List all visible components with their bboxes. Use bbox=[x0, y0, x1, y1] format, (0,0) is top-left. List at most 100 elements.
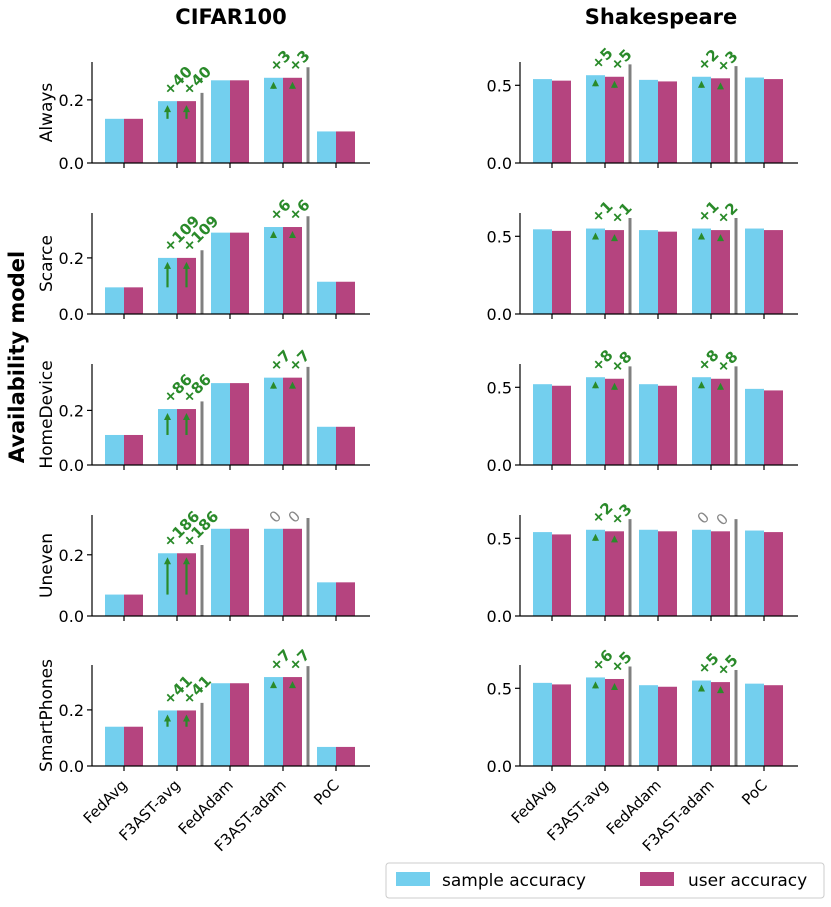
y-tick-label: 0.0 bbox=[59, 456, 84, 475]
improvement-arrow-head bbox=[592, 681, 599, 689]
bar-sample-fedavg bbox=[533, 682, 552, 766]
legend-frame bbox=[385, 862, 825, 899]
bar-user-fedavg bbox=[124, 726, 143, 766]
bar-user-fedavg bbox=[552, 534, 571, 616]
improvement-arrow-head bbox=[611, 382, 618, 390]
y-tick-label: 0.5 bbox=[487, 378, 512, 397]
y-tick-label: 0.0 bbox=[487, 607, 512, 626]
column-title-shakespeare: Shakespeare bbox=[585, 5, 737, 29]
bar-user-fedavg bbox=[552, 230, 571, 314]
x-tick-label-fedavg: FedAvg bbox=[508, 776, 559, 827]
bar-user-f3ast-avg bbox=[605, 230, 624, 314]
improvement-arrow-head bbox=[592, 79, 599, 87]
bar-sample-fedadam bbox=[639, 685, 658, 766]
bar-user-f3ast-adam bbox=[711, 682, 730, 766]
improvement-arrow-head bbox=[717, 234, 724, 242]
improvement-arrow-head bbox=[270, 81, 277, 89]
bar-user-fedadam bbox=[230, 528, 249, 616]
bar-sample-f3ast-adam bbox=[692, 529, 711, 616]
bar-sample-f3ast-adam bbox=[692, 680, 711, 766]
y-tick-label: 0.0 bbox=[59, 305, 84, 324]
bar-user-f3ast-adam bbox=[711, 78, 730, 163]
bar-sample-fedadam bbox=[639, 230, 658, 314]
bar-sample-fedadam bbox=[639, 529, 658, 616]
bar-sample-f3ast-adam bbox=[692, 377, 711, 465]
improvement-arrow-head bbox=[270, 681, 277, 689]
improvement-arrow-head bbox=[164, 714, 171, 722]
bar-sample-fedavg bbox=[105, 434, 124, 465]
bar-sample-poc bbox=[317, 426, 336, 465]
panel-shakespeare-always: +5+5 +2+30.00.5 bbox=[487, 44, 798, 173]
improvement-arrow-head bbox=[289, 381, 296, 389]
x-tick-label-poc: PoC bbox=[310, 776, 343, 809]
bar-user-fedavg bbox=[124, 594, 143, 616]
bar-sample-fedadam bbox=[211, 528, 230, 616]
row-label-always: Always bbox=[37, 83, 57, 143]
improvement-arrow-head bbox=[164, 557, 171, 565]
bar-user-f3ast-avg bbox=[605, 378, 624, 465]
panel-shakespeare-homedevice: +8+8 +8+80.00.5 bbox=[487, 346, 798, 475]
y-tick-label: 0.5 bbox=[487, 529, 512, 548]
bar-sample-fedadam bbox=[639, 384, 658, 465]
x-tick-label-fedavg: FedAvg bbox=[80, 776, 131, 827]
bar-user-poc bbox=[764, 685, 783, 766]
bar-sample-fedavg bbox=[105, 287, 124, 314]
improvement-label: 0 bbox=[713, 510, 732, 529]
improvement-arrow-head bbox=[164, 413, 171, 421]
bar-sample-f3ast-avg bbox=[158, 409, 177, 465]
bar-sample-fedadam bbox=[211, 232, 230, 314]
bar-sample-f3ast-adam bbox=[264, 528, 283, 616]
bar-user-f3ast-adam bbox=[711, 230, 730, 314]
bar-user-poc bbox=[764, 390, 783, 465]
bar-sample-poc bbox=[317, 131, 336, 163]
bar-sample-fedavg bbox=[105, 594, 124, 616]
bar-user-f3ast-avg bbox=[605, 678, 624, 766]
x-tick-label-poc: PoC bbox=[738, 776, 771, 809]
bar-user-poc bbox=[764, 230, 783, 314]
y-tick-label: 0.2 bbox=[59, 701, 84, 720]
bar-user-f3ast-avg bbox=[177, 710, 196, 766]
improvement-arrow-head bbox=[592, 232, 599, 240]
bar-user-poc bbox=[764, 532, 783, 616]
improvement-arrow-head bbox=[183, 261, 190, 269]
improvement-arrow-head bbox=[289, 231, 296, 239]
bar-sample-fedavg bbox=[533, 532, 552, 616]
improvement-arrow-head bbox=[183, 105, 190, 113]
improvement-arrow-head bbox=[717, 686, 724, 694]
panel-cifar100-smartphones: +41+41+7+70.00.2FedAvgF3AST-avgFedAdamF3… bbox=[37, 646, 370, 855]
bar-user-fedadam bbox=[658, 531, 677, 616]
bar-sample-poc bbox=[317, 582, 336, 616]
bar-sample-poc bbox=[745, 388, 764, 465]
bar-user-f3ast-avg bbox=[605, 76, 624, 163]
improvement-arrow-head bbox=[289, 681, 296, 689]
improvement-label: 0 bbox=[694, 508, 713, 527]
bar-sample-f3ast-adam bbox=[264, 77, 283, 163]
bar-user-f3ast-adam bbox=[711, 531, 730, 616]
bar-user-f3ast-adam bbox=[283, 377, 302, 465]
bar-user-poc bbox=[336, 131, 355, 163]
bar-sample-fedavg bbox=[105, 726, 124, 766]
improvement-arrow-head bbox=[164, 261, 171, 269]
y-tick-label: 0.5 bbox=[487, 76, 512, 95]
bar-sample-f3ast-avg bbox=[158, 101, 177, 163]
bar-user-f3ast-adam bbox=[283, 528, 302, 616]
column-title-cifar100: CIFAR100 bbox=[175, 5, 286, 29]
bar-sample-f3ast-avg bbox=[158, 710, 177, 766]
improvement-arrow-head bbox=[183, 557, 190, 565]
legend-swatch-sample bbox=[396, 872, 430, 886]
bar-sample-poc bbox=[317, 746, 336, 766]
improvement-arrow-head bbox=[592, 533, 599, 541]
y-tick-label: 0.0 bbox=[59, 757, 84, 776]
y-tick-label: 0.0 bbox=[487, 305, 512, 324]
improvement-arrow-head bbox=[183, 714, 190, 722]
improvement-arrow-head bbox=[717, 82, 724, 90]
bar-sample-fedavg bbox=[105, 118, 124, 163]
improvement-arrow-head bbox=[183, 413, 190, 421]
bar-user-f3ast-adam bbox=[283, 77, 302, 163]
legend-label-user: user accuracy bbox=[688, 871, 807, 891]
bar-sample-poc bbox=[317, 281, 336, 314]
bar-user-poc bbox=[336, 582, 355, 616]
bar-sample-f3ast-adam bbox=[692, 228, 711, 314]
